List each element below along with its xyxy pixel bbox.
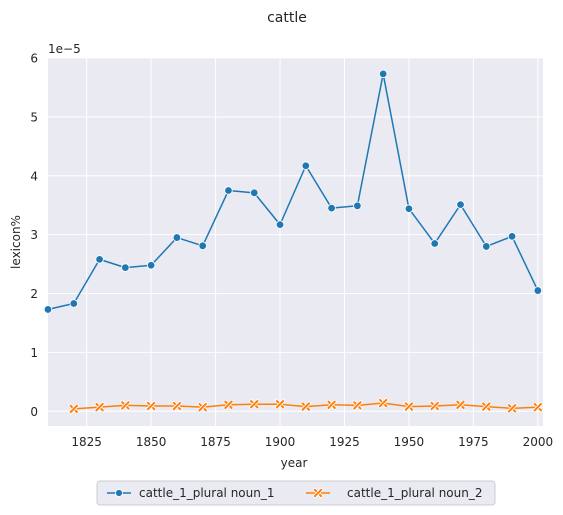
data-point-series-1 [250, 189, 258, 197]
data-point-series-1 [534, 287, 542, 295]
data-point-series-2 [251, 401, 257, 407]
y-tick-label: 0 [30, 405, 38, 419]
data-point-series-2 [148, 403, 154, 409]
data-point-series-2 [122, 402, 128, 408]
y-tick-label: 3 [30, 228, 38, 242]
data-point-series-2 [432, 403, 438, 409]
chart-title: cattle [267, 10, 307, 26]
data-point-series-1 [508, 233, 516, 241]
x-tick-label: 1825 [71, 435, 102, 449]
x-tick-label: 1900 [265, 435, 296, 449]
x-axis-label: year [281, 456, 308, 470]
data-point-series-2 [354, 402, 360, 408]
y-tick-label: 1 [30, 346, 38, 360]
x-tick-label: 1875 [200, 435, 231, 449]
data-point-series-1 [302, 162, 310, 170]
y-tick-label: 5 [30, 110, 38, 124]
legend-label-series-2: cattle_1_plural noun_2 [347, 486, 483, 500]
data-point-series-2 [380, 400, 386, 406]
legend: cattle_1_plural noun_1 cattle_1_plural n… [97, 481, 495, 505]
x-tick-label: 1950 [394, 435, 425, 449]
data-point-series-1 [173, 234, 181, 242]
data-point-series-1 [431, 240, 439, 248]
data-point-series-1 [328, 204, 336, 212]
y-scale-label: 1e−5 [48, 42, 81, 56]
legend-x-marker [315, 490, 321, 496]
data-point-series-1 [276, 221, 284, 229]
data-point-series-1 [122, 264, 130, 272]
data-point-series-1 [457, 201, 465, 209]
data-point-series-2 [457, 402, 463, 408]
data-point-series-2 [71, 406, 77, 412]
data-point-series-2 [199, 404, 205, 410]
data-point-series-2 [483, 403, 489, 409]
data-point-series-1 [379, 70, 387, 78]
y-tick-label: 2 [30, 287, 38, 301]
plot-area [48, 58, 543, 426]
data-point-series-2 [328, 402, 334, 408]
legend-label-series-1: cattle_1_plural noun_1 [139, 486, 275, 500]
data-point-series-1 [225, 187, 233, 195]
y-tick-label: 4 [30, 169, 38, 183]
data-point-series-2 [303, 403, 309, 409]
data-point-series-1 [482, 243, 490, 251]
data-point-series-2 [174, 403, 180, 409]
x-tick-label: 1925 [329, 435, 360, 449]
legend-marker-series-2 [315, 490, 321, 496]
data-point-series-1 [44, 306, 52, 314]
data-point-series-1 [96, 256, 104, 264]
data-point-series-2 [509, 405, 515, 411]
data-point-series-2 [96, 404, 102, 410]
x-tick-label: 1975 [458, 435, 489, 449]
data-point-series-2 [225, 402, 231, 408]
y-tick-label: 6 [30, 52, 38, 66]
data-point-series-1 [405, 205, 413, 213]
data-point-series-2 [535, 404, 541, 410]
data-point-series-1 [70, 300, 78, 308]
data-point-series-2 [277, 401, 283, 407]
y-axis-label: lexicon% [9, 215, 23, 269]
data-point-series-1 [147, 261, 155, 269]
data-point-series-2 [406, 403, 412, 409]
data-point-series-1 [199, 242, 207, 250]
legend-marker-series-1 [116, 490, 123, 497]
data-point-series-1 [354, 202, 362, 210]
x-tick-label: 1850 [136, 435, 167, 449]
x-tick-label: 2000 [523, 435, 554, 449]
